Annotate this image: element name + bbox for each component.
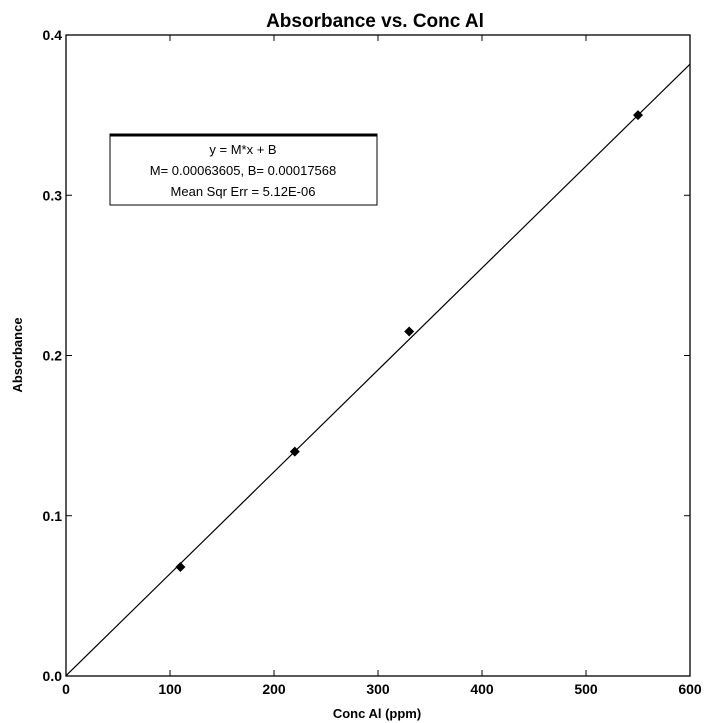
legend-mean-square-error: Mean Sqr Err = 5.12E-06 (171, 184, 316, 199)
legend-frame (109, 133, 378, 206)
data-point-1 (175, 562, 186, 573)
data-point-2 (289, 446, 300, 457)
legend-box: y = M*x + B M= 0.00063605, B= 0.00017568… (109, 133, 378, 206)
plot-area: 0 100 200 300 400 500 600 0.0 0.1 0.2 0.3 0.4 (43, 27, 702, 697)
chart-title: Absorbance vs. Conc Al (266, 11, 484, 32)
y-tick-label-0.0: 0.0 (43, 668, 63, 684)
x-tick-label-300: 300 (366, 681, 390, 697)
x-axis-title: Conc Al (ppm) (333, 706, 421, 721)
fit-line (65, 63, 691, 677)
plot-frame (65, 34, 691, 677)
data-point-4 (633, 110, 643, 121)
y-tick-label-0.1: 0.1 (43, 508, 63, 524)
y-tick-label-0.4: 0.4 (43, 27, 63, 43)
x-tick-label-200: 200 (262, 681, 286, 697)
y-tick-label-0.2: 0.2 (43, 348, 63, 364)
y-tick-label-0.3: 0.3 (43, 187, 63, 203)
legend-equation: y = M*x + B (209, 142, 276, 157)
x-tick-label-600: 600 (678, 681, 702, 697)
data-point-3 (404, 326, 415, 337)
y-axis-title: Absorbance (10, 317, 25, 392)
x-tick-label-0: 0 (62, 681, 70, 697)
legend-coefficients: M= 0.00063605, B= 0.00017568 (150, 163, 337, 178)
x-tick-label-400: 400 (470, 681, 494, 697)
x-tick-label-100: 100 (158, 681, 182, 697)
x-tick-label-500: 500 (574, 681, 598, 697)
